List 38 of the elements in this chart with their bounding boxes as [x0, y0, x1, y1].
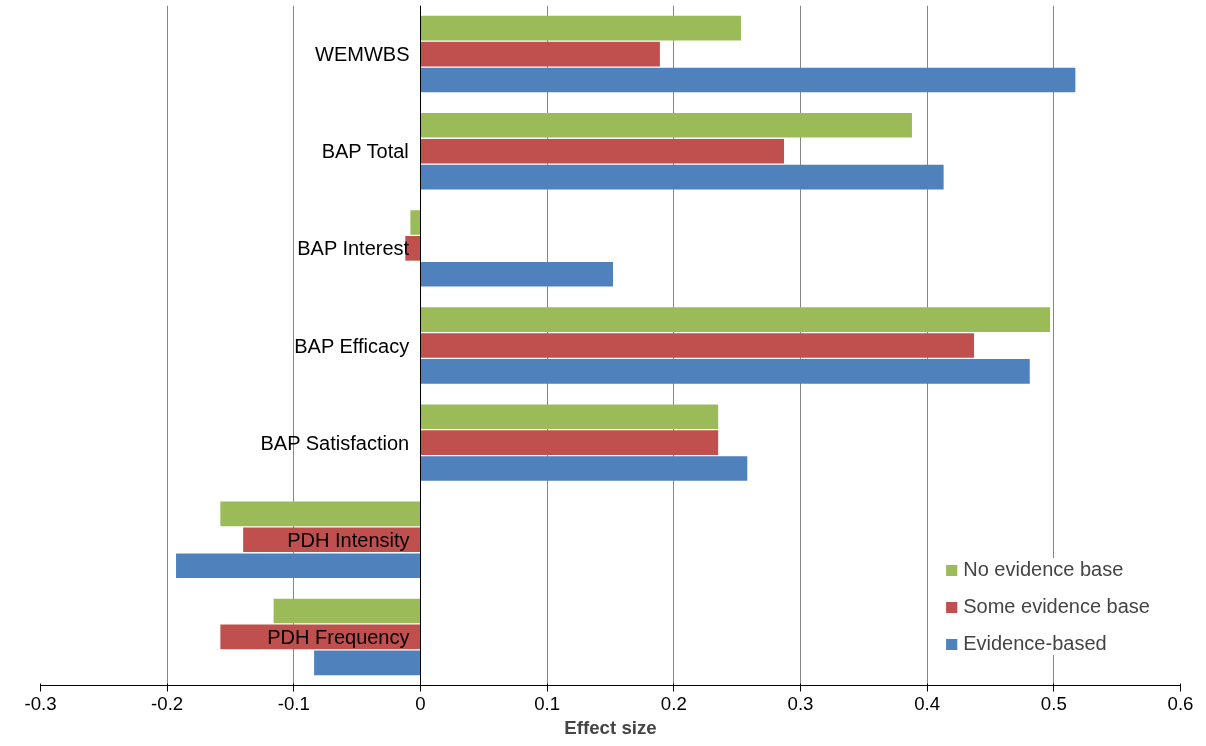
bar: [420, 164, 944, 190]
bar: [420, 67, 1076, 93]
legend-label: No evidence base: [963, 558, 1124, 581]
x-tick-label: 0: [415, 692, 426, 714]
bar: [420, 15, 741, 41]
bar: [420, 113, 912, 138]
x-tick-label: -0.3: [24, 692, 57, 714]
y-tick-label: PDH Intensity: [287, 528, 410, 551]
x-tick-label: -0.2: [151, 692, 184, 714]
x-tick-label: 0.2: [660, 692, 687, 714]
x-axis-title: Effect size: [564, 716, 657, 738]
bar: [420, 430, 719, 455]
x-tick-label: 0.6: [1167, 692, 1194, 714]
bar: [420, 404, 719, 430]
x-tick-label: 0.1: [534, 692, 561, 714]
bar: [176, 553, 421, 578]
bar: [314, 650, 421, 676]
bar: [273, 598, 421, 624]
y-tick-label: BAP Total: [321, 140, 409, 163]
y-tick-label: WEMWBS: [315, 43, 410, 66]
bar: [410, 210, 421, 235]
x-tick-label: 0.5: [1040, 692, 1067, 714]
legend-label: Evidence-based: [963, 632, 1107, 655]
y-tick-label: BAP Efficacy: [294, 334, 410, 357]
x-tick-label: -0.1: [277, 692, 310, 714]
bar: [420, 41, 660, 67]
bar: [420, 261, 614, 287]
bar: [420, 359, 1030, 384]
bar: [420, 456, 748, 481]
bar: [420, 333, 975, 358]
x-tick-label: 0.3: [787, 692, 814, 714]
x-tick-label: 0.4: [914, 692, 941, 714]
bar: [420, 307, 1051, 332]
bar: [220, 501, 421, 527]
legend-label: Some evidence base: [963, 595, 1150, 618]
y-tick-label: BAP Satisfaction: [260, 431, 410, 454]
y-tick-label: PDH Frequency: [267, 625, 410, 648]
bar: [420, 138, 785, 164]
